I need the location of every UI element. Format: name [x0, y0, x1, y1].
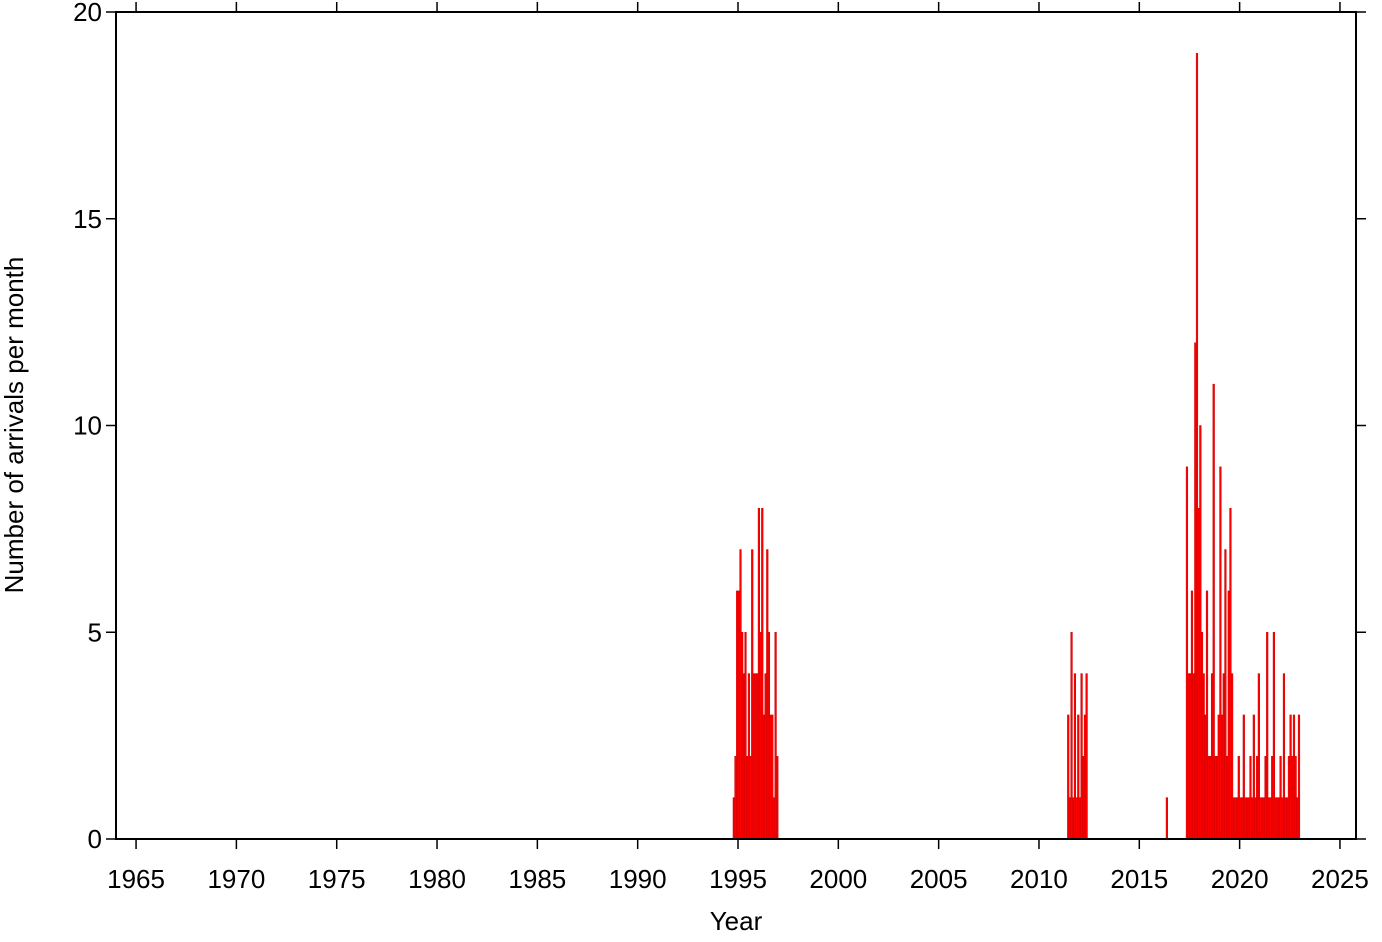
bar — [1215, 756, 1219, 840]
bar — [1286, 797, 1289, 840]
bar — [1296, 797, 1299, 840]
bar — [1070, 632, 1073, 840]
bar — [1256, 756, 1259, 840]
bar — [1231, 673, 1234, 840]
x-axis-label: Year — [710, 906, 763, 936]
bar — [1276, 797, 1279, 840]
bar — [764, 673, 767, 840]
x-tick-label: 1965 — [107, 864, 165, 894]
x-tick-label: 2000 — [809, 864, 867, 894]
bar — [1165, 797, 1168, 840]
bar — [1266, 632, 1269, 840]
x-tick-label: 1980 — [408, 864, 466, 894]
y-tick-label: 0 — [88, 824, 102, 854]
bar — [1251, 797, 1254, 840]
x-tick-label: 1970 — [207, 864, 265, 894]
bar — [1190, 590, 1194, 840]
bar — [776, 756, 779, 840]
bar — [774, 632, 777, 840]
bar — [1297, 714, 1301, 840]
y-tick-label: 15 — [73, 204, 102, 234]
bar — [1195, 53, 1199, 840]
bar — [1205, 590, 1209, 840]
bar — [769, 714, 772, 840]
x-tick-label: 1975 — [308, 864, 366, 894]
bar — [749, 756, 752, 840]
bar — [1220, 714, 1224, 840]
bar — [1210, 673, 1214, 840]
bar — [1080, 673, 1083, 840]
x-tick-label: 1995 — [709, 864, 767, 894]
x-tick-label: 2010 — [1010, 864, 1068, 894]
bar — [1246, 797, 1249, 840]
x-tick-label: 1985 — [508, 864, 566, 894]
y-tick-label: 5 — [88, 617, 102, 647]
bar — [744, 632, 747, 840]
bar — [1261, 797, 1264, 840]
bar — [1281, 797, 1284, 840]
bar — [759, 632, 762, 840]
x-tick-label: 2020 — [1211, 864, 1269, 894]
bar — [1200, 632, 1204, 840]
bar — [754, 673, 757, 840]
bar — [1185, 466, 1189, 840]
bar — [1291, 756, 1294, 840]
x-tick-label: 2015 — [1110, 864, 1168, 894]
bar — [734, 756, 737, 840]
x-tick-label: 2025 — [1311, 864, 1369, 894]
bar — [1075, 797, 1078, 840]
bar — [1085, 673, 1088, 840]
y-tick-label: 10 — [73, 411, 102, 441]
bar — [1225, 756, 1229, 840]
y-tick-label: 20 — [73, 0, 102, 27]
x-tick-label: 1990 — [609, 864, 667, 894]
x-tick-label: 2005 — [910, 864, 968, 894]
bar — [1241, 797, 1244, 840]
plot-frame — [115, 11, 1357, 840]
bar — [1236, 797, 1239, 840]
bar — [739, 549, 742, 840]
bar — [1271, 756, 1274, 840]
y-axis-label: Number of arrivals per month — [0, 257, 29, 594]
